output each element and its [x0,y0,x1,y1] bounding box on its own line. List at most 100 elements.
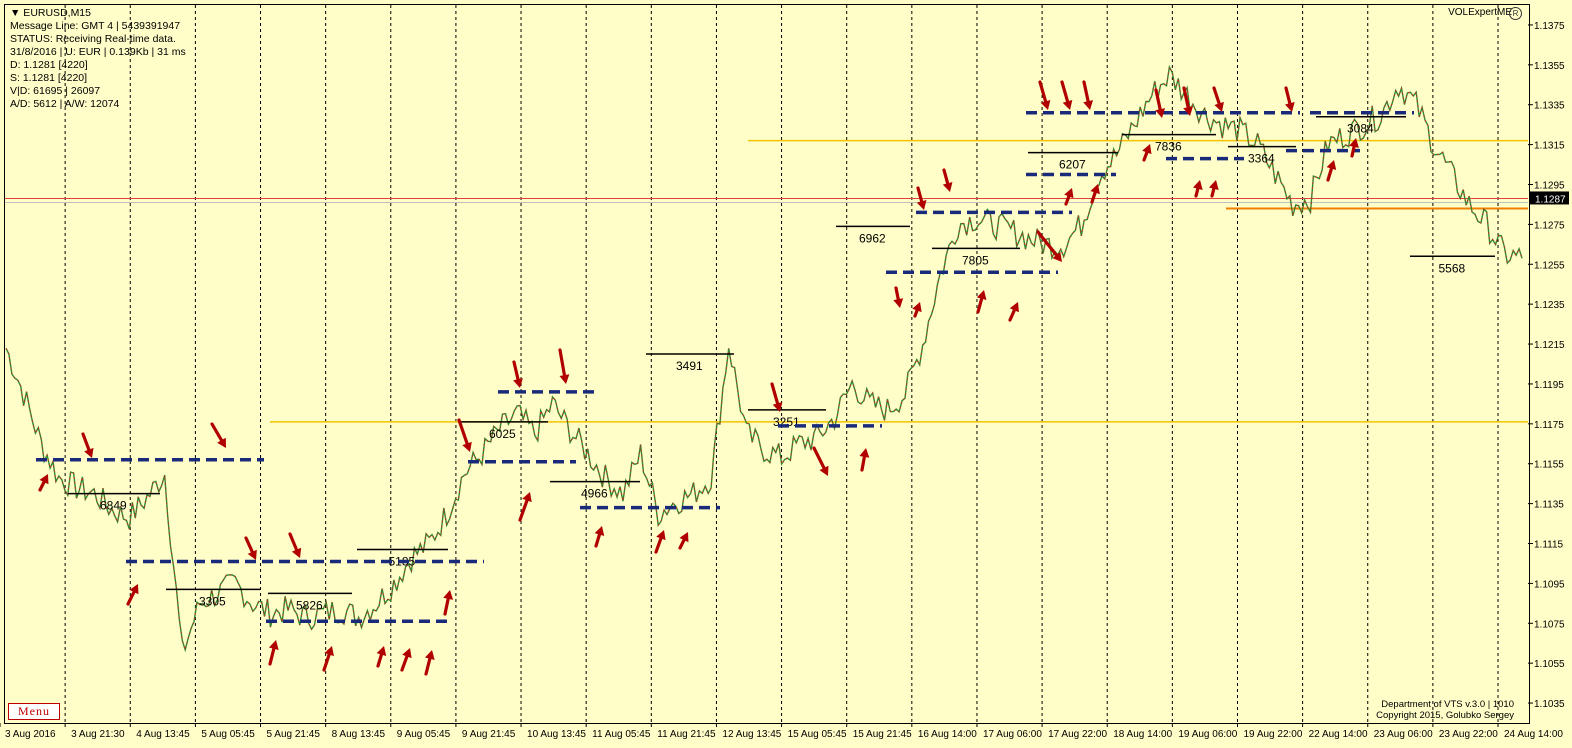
arrow-shaft [400,654,409,672]
arrow-head [424,650,435,660]
volume-level-label: 6962 [859,231,886,245]
arrow-shaft [457,418,469,446]
arrow-head [443,590,454,600]
signal-arrow [594,526,605,548]
arrow-shaft [1036,230,1058,257]
signal-arrow [1038,80,1051,110]
arrow-shaft [81,432,91,452]
arrow-shaft [1210,187,1216,198]
signal-arrow [38,474,49,492]
arrow-shaft [558,348,567,377]
arrow-shaft [443,597,450,616]
arrow-shaft [1182,86,1190,109]
credit-version: Department of VTS v.3.0 | 1010 [1381,699,1514,710]
volume-level-label: 3084 [1347,122,1374,136]
arrow-head [513,378,523,388]
signal-arrow [1182,86,1194,116]
arrow-shaft [1090,190,1097,204]
arrow-shaft [1008,308,1016,322]
arrow-head [522,492,532,503]
price-series-down [5,65,1523,652]
arrow-head [324,646,334,657]
arrow-head [84,447,94,458]
arrow-shaft [210,422,224,442]
volume-level-label: 7836 [1155,140,1182,154]
status-line: S: 1.1281 [4220] [10,72,88,84]
arrow-shaft [512,360,520,381]
arrow-shaft [976,297,984,314]
signal-arrow [812,446,829,476]
arrow-head [1326,160,1337,171]
arrow-shaft [594,533,602,548]
signal-arrow [1208,180,1219,198]
arrow-head [1155,108,1166,118]
arrow-shaft [916,186,924,203]
arrow-head [559,374,570,384]
arrow-shaft [518,498,529,522]
volume-level-label: 3491 [676,359,703,373]
arrow-shaft [1154,88,1162,111]
volume-level-label: 5568 [1439,261,1466,275]
volume-level-label: 6025 [489,427,516,441]
arrow-head [893,298,904,308]
arrow-head [656,530,666,541]
arrow-head [1142,144,1152,155]
status-line: D: 1.1281 [4220] [10,59,88,71]
chart-frame [4,4,1530,724]
arrow-shaft [678,538,686,550]
signal-arrow [1064,188,1074,206]
arrow-shaft [126,590,136,606]
signal-arrow [81,432,94,458]
arrow-head [594,526,605,537]
signal-arrow [558,348,570,384]
signal-arrow [210,422,226,448]
signal-arrow [1082,80,1094,110]
arrow-head [912,302,922,313]
signal-arrow [457,418,472,452]
arrow-head [291,547,302,558]
signal-arrow [288,532,302,558]
status-line: A/D: 5612 | A/W: 12074 [10,98,120,110]
arrow-shaft [942,168,950,185]
volume-level-label: 6849 [100,499,127,513]
arrow-head [1064,188,1074,199]
arrow-head [1214,101,1224,112]
arrow-shaft [860,455,866,472]
volume-level-label: 6207 [1059,158,1086,172]
arrow-shaft [288,532,299,552]
signal-arrow [1349,138,1359,158]
arrow-shaft [244,536,254,554]
signal-arrow [518,492,532,522]
signal-arrow [1212,86,1224,112]
arrow-shaft [1082,80,1090,103]
signal-arrow [424,650,435,676]
time-axis-background [0,724,1572,748]
signal-arrow [400,648,412,672]
arrow-head [772,401,783,412]
signal-arrow [916,186,927,210]
menu-button[interactable]: Menu [8,703,60,720]
arrow-head [976,290,987,300]
close-icon[interactable]: R [1509,7,1522,20]
arrow-head [859,448,870,458]
arrow-shaft [894,286,900,301]
volume-level-label: 5826 [296,598,323,612]
signal-arrow [893,286,904,308]
status-line: Message Line: GMT 4 | 5439391947 [10,20,181,32]
signal-arrow [1008,302,1019,322]
arrow-shaft [1212,86,1221,106]
arrow-shaft [268,647,276,666]
signal-arrow [770,382,783,412]
signal-arrow [376,646,387,668]
arrow-shaft [654,536,663,554]
arrow-shaft [1142,150,1149,162]
arrow-head [819,465,829,476]
arrow-head [39,474,49,485]
symbol-title: ▼ EURUSD,M15 [10,7,91,19]
arrow-head [462,441,472,452]
credit-copyright: Copyright 2015, Golubko Sergey [1376,710,1514,721]
arrow-head [1062,99,1073,110]
arrow-head [1083,100,1094,110]
arrow-shaft [1038,80,1048,103]
